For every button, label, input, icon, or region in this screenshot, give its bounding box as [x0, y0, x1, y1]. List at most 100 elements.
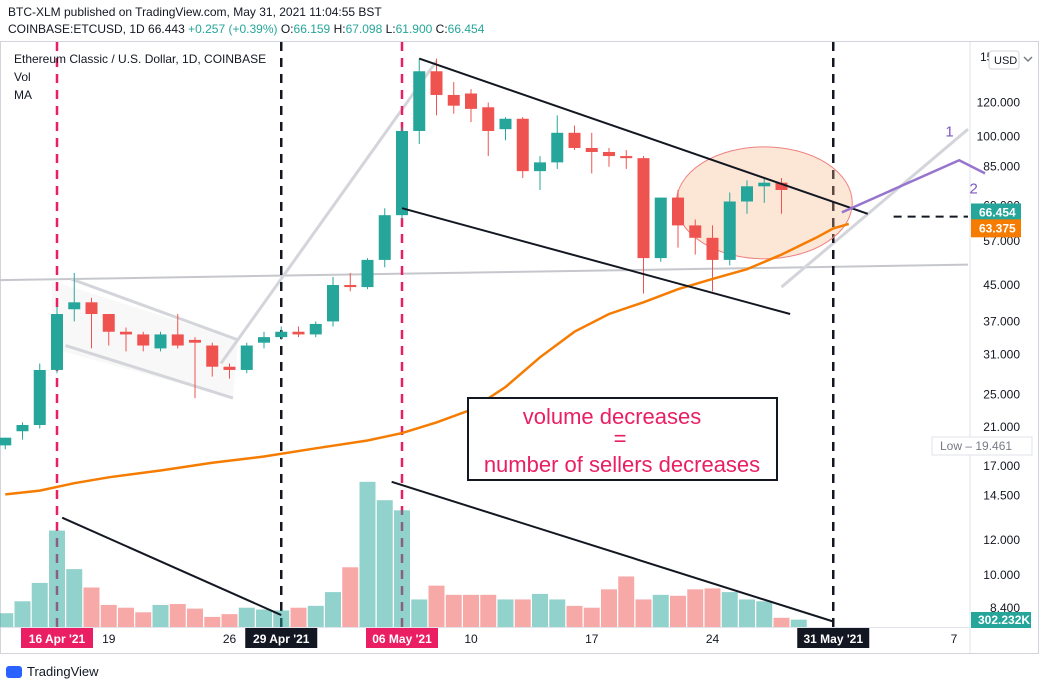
- date-badge: 31 May '21: [803, 632, 863, 646]
- price-tick: 21.000: [983, 420, 1020, 434]
- volume-label: 302.232K: [978, 613, 1030, 627]
- volume-bar: [256, 609, 272, 627]
- candle-body: [378, 215, 391, 260]
- volume-bar: [376, 500, 393, 627]
- time-tick: 24: [706, 632, 720, 646]
- price-tick: 57.000: [983, 234, 1020, 248]
- date-badge-bg: [21, 628, 93, 648]
- breakout-projection: [780, 128, 969, 289]
- flagpole-projection: [219, 60, 438, 365]
- volume-bar: [670, 595, 686, 627]
- volume-bar: [359, 481, 376, 627]
- candle-body: [189, 339, 201, 343]
- date-badge-bg: [245, 628, 318, 648]
- volume-bar: [83, 587, 100, 627]
- volume-bar: [169, 604, 186, 627]
- volume-bar: [687, 589, 704, 627]
- wave-label-1: 1: [945, 123, 953, 140]
- price-tick: 12.000: [983, 533, 1020, 547]
- time-tick: 10: [464, 632, 478, 646]
- chart-frame: [0, 41, 1039, 654]
- currency-button-bg: [988, 50, 1020, 70]
- high-label: H:: [333, 22, 346, 36]
- volume-bar: [118, 607, 134, 627]
- currency-button[interactable]: USD: [988, 50, 1020, 70]
- price-tick: 31.000: [983, 347, 1020, 361]
- volume-bar: [739, 599, 755, 627]
- candle-body: [344, 285, 357, 288]
- flag-channel-upper: [70, 277, 239, 342]
- volume-bar: [618, 576, 635, 627]
- price-tick: 14.500: [983, 489, 1020, 503]
- volume-bar: [100, 604, 117, 627]
- currency-button-label: USD: [994, 55, 1017, 67]
- volume-bar: [187, 608, 203, 627]
- volume-bar: [411, 599, 428, 627]
- annotation-line-3: number of sellers decreases: [484, 452, 760, 477]
- volume-bar: [14, 601, 31, 627]
- candle-body: [85, 302, 98, 315]
- price-tick: 37.000: [983, 314, 1020, 328]
- candle-body: [240, 345, 253, 370]
- price-tick: 25.000: [983, 387, 1020, 401]
- candle-body: [102, 314, 115, 332]
- candle-body: [33, 369, 46, 425]
- candle-body: [413, 71, 426, 131]
- low-label: L:: [385, 22, 396, 36]
- volume-bar: [307, 605, 324, 627]
- volume-bar: [66, 569, 83, 627]
- tradingview-logo[interactable]: TradingView: [6, 664, 99, 679]
- volume-trend-line-2: [391, 480, 834, 623]
- volume-bar: [601, 589, 617, 627]
- candle-body: [361, 259, 374, 288]
- date-badge-bg: [366, 628, 438, 648]
- volume-bar: [773, 617, 790, 627]
- volume-bar: [445, 594, 462, 627]
- candle-body: [396, 130, 408, 216]
- volume-bar: [756, 601, 773, 627]
- volume-bar: [394, 510, 410, 627]
- candle-body: [51, 314, 63, 370]
- date-badge: 16 Apr '21: [29, 632, 86, 646]
- volume-bar: [204, 616, 221, 627]
- volume-bar: [428, 585, 445, 627]
- open-label: O:: [280, 22, 294, 36]
- candle-body: [16, 424, 29, 432]
- volume-bar: [635, 599, 652, 627]
- volume-bar: [721, 592, 738, 627]
- candle-body: [603, 151, 615, 157]
- published-by: BTC-XLM published on TradingView.com, Ma…: [8, 5, 382, 19]
- annotation-line-1: volume decreases: [523, 404, 702, 429]
- symbol-ohlc-line: COINBASE:ETCUSD, 1D 66.443 +0.257 (+0.39…: [8, 22, 484, 36]
- candle-body: [654, 197, 667, 259]
- legend-moving-average[interactable]: MA: [14, 88, 32, 102]
- tradingview-logo-icon: [6, 665, 22, 678]
- volume-label-bg: [971, 612, 1031, 628]
- symbol-name[interactable]: COINBASE:ETCUSD, 1D: [8, 22, 145, 36]
- candle-body: [706, 237, 719, 260]
- candle-body: [775, 182, 788, 190]
- time-tick: 26: [223, 632, 237, 646]
- legend-volume[interactable]: Vol: [14, 70, 31, 84]
- candle-body: [223, 366, 236, 370]
- candle-body: [120, 331, 132, 335]
- candle-body: [534, 162, 546, 172]
- open-value: 66.159: [293, 22, 331, 36]
- candle-body: [672, 197, 684, 226]
- candle-body: [568, 132, 581, 148]
- candle-body: [637, 158, 650, 259]
- low-value: 61.900: [395, 22, 433, 36]
- time-tick: 19: [102, 632, 116, 646]
- price-label-1: 63.375: [979, 221, 1016, 235]
- candle-body: [206, 345, 219, 367]
- volume-bar: [238, 607, 255, 627]
- last-price: 66.443: [148, 22, 185, 36]
- candle-body: [758, 182, 771, 187]
- volume-bar: [221, 614, 238, 627]
- volume-bar: [0, 613, 14, 627]
- close-value: 66.454: [447, 22, 485, 36]
- volume-bar: [273, 610, 290, 627]
- candle-body: [499, 118, 512, 130]
- volume-bar: [325, 592, 341, 627]
